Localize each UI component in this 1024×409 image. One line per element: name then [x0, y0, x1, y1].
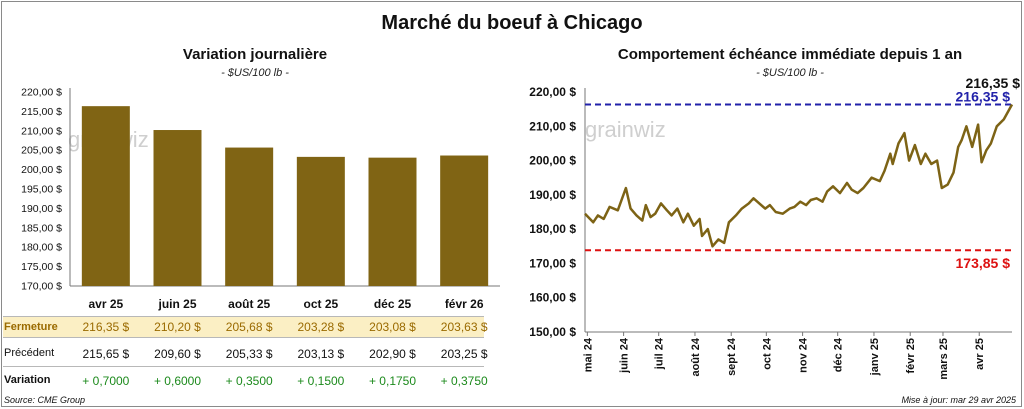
y-tick-label: 210,00 $ [21, 125, 62, 137]
precedent-label: Précédent [4, 347, 55, 359]
y-tick-label: 185,00 $ [21, 222, 62, 234]
y-tick-label: 200,00 $ [21, 164, 62, 176]
min-label: 173,85 $ [956, 255, 1011, 271]
bar [153, 130, 202, 286]
x-tick-label: mai 24 [582, 337, 594, 372]
variation-cell: + 0,6000 [153, 374, 202, 388]
variation-cell: + 0,3500 [225, 374, 273, 388]
x-tick-label: juin 25 [157, 297, 196, 311]
x-tick-label: avr 25 [88, 297, 123, 311]
x-tick-label: oct 24 [761, 337, 773, 370]
y-tick-label: 205,00 $ [21, 145, 62, 157]
y-tick-label: 190,00 $ [21, 203, 62, 215]
x-tick-label: juin 24 [619, 337, 631, 374]
fermeture-cell: 203,08 $ [369, 320, 416, 334]
variation-cell: + 0,1500 [297, 374, 345, 388]
precedent-cell: 202,90 $ [369, 347, 416, 361]
bar [296, 156, 345, 286]
x-tick-label: oct 25 [303, 297, 338, 311]
fermeture-row-bg [3, 316, 484, 338]
source-note: Source: CME Group [4, 395, 86, 405]
update-note: Mise à jour: mar 29 avr 2025 [901, 395, 1016, 405]
variation-cell: + 0,1750 [368, 374, 417, 388]
x-tick-label: févr 25 [905, 338, 917, 373]
precedent-cell: 205,33 $ [225, 347, 273, 361]
y-tick-label: 150,00 $ [529, 325, 576, 339]
variation-row-divider [3, 366, 484, 367]
x-tick-label: juil 24 [654, 337, 666, 370]
fermeture-label: Fermeture [4, 321, 58, 333]
right-chart-title: Comportement échéance immédiate depuis 1… [617, 46, 963, 63]
fermeture-cell: 216,35 $ [82, 320, 130, 334]
fermeture-cell: 203,63 $ [440, 320, 488, 334]
y-tick-label: 170,00 $ [529, 256, 576, 270]
current-price-label: 216,35 $ [966, 75, 1021, 91]
x-tick-label: mars 25 [938, 338, 950, 380]
price-series-line [584, 103, 1014, 248]
bar-chart: grainwiz170,00 $175,00 $180,00 $185,00 $… [21, 87, 500, 311]
left-chart-unit: - $US/100 lb - [221, 67, 289, 79]
page-title: Marché du boeuf à Chicago [381, 12, 643, 34]
bar [81, 106, 130, 286]
precedent-cell: 203,25 $ [440, 347, 488, 361]
y-tick-label: 175,00 $ [21, 261, 62, 273]
x-tick-label: déc 24 [833, 337, 845, 372]
y-tick-label: 220,00 $ [21, 87, 62, 99]
bar [440, 155, 489, 286]
variation-cell: + 0,7000 [82, 374, 130, 388]
y-tick-label: 190,00 $ [529, 188, 576, 202]
x-tick-label: août 24 [690, 337, 702, 376]
x-tick-label: sept 24 [726, 337, 738, 376]
variation-cell: + 0,3750 [440, 374, 488, 388]
x-tick-label: avr 25 [974, 338, 986, 370]
y-tick-label: 170,00 $ [21, 281, 62, 293]
x-tick-label: févr 26 [445, 297, 484, 311]
y-tick-label: 160,00 $ [529, 291, 576, 305]
y-tick-label: 195,00 $ [21, 184, 62, 196]
y-tick-label: 200,00 $ [529, 154, 576, 168]
left-chart-title: Variation journalière [182, 46, 328, 63]
y-tick-label: 180,00 $ [21, 242, 62, 254]
x-tick-label: nov 24 [798, 337, 810, 373]
y-tick-label: 210,00 $ [529, 119, 576, 133]
right-chart-unit: - $US/100 lb - [756, 67, 824, 79]
fermeture-cell: 210,20 $ [154, 320, 201, 334]
precedent-cell: 203,13 $ [297, 347, 345, 361]
variation-label: Variation [4, 374, 51, 386]
x-tick-label: août 25 [228, 297, 270, 311]
line-chart: grainwiz 150,00 $ 160,00 $ 170,00 $ 180,00 $… [529, 75, 1021, 380]
fermeture-cell: 203,28 $ [297, 320, 345, 334]
max-label: 216,35 $ [956, 89, 1011, 105]
y-tick-label: 180,00 $ [529, 222, 576, 236]
x-tick-label: janv 25 [869, 338, 881, 376]
fermeture-cell: 205,68 $ [225, 320, 273, 334]
bar [225, 147, 274, 286]
watermark: grainwiz [585, 117, 666, 142]
x-tick-label: déc 25 [374, 297, 412, 311]
y-tick-label: 215,00 $ [21, 106, 62, 118]
bar [368, 157, 417, 286]
precedent-cell: 215,65 $ [82, 347, 130, 361]
y-tick-label: 220,00 $ [529, 85, 576, 99]
precedent-cell: 209,60 $ [154, 347, 201, 361]
